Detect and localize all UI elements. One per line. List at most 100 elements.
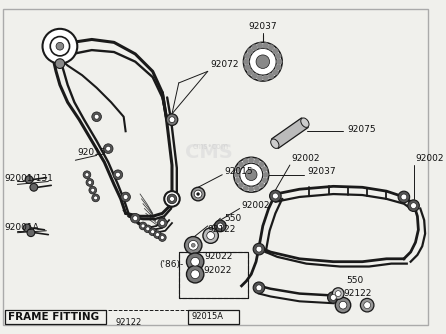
Circle shape bbox=[42, 29, 77, 63]
Circle shape bbox=[160, 221, 165, 225]
Text: 92015A: 92015A bbox=[191, 312, 223, 321]
Text: 92022: 92022 bbox=[203, 266, 231, 275]
Circle shape bbox=[244, 64, 250, 70]
Text: 92122: 92122 bbox=[343, 289, 372, 298]
Text: 92002: 92002 bbox=[292, 154, 320, 163]
Circle shape bbox=[169, 117, 175, 123]
Circle shape bbox=[398, 191, 410, 203]
Text: 92001A: 92001A bbox=[5, 223, 40, 232]
Circle shape bbox=[254, 185, 260, 191]
Circle shape bbox=[268, 73, 274, 79]
Circle shape bbox=[263, 75, 268, 81]
Circle shape bbox=[94, 196, 98, 200]
Circle shape bbox=[411, 203, 417, 208]
Circle shape bbox=[133, 216, 138, 221]
Circle shape bbox=[330, 295, 336, 300]
Circle shape bbox=[240, 163, 263, 186]
Circle shape bbox=[248, 48, 253, 54]
Circle shape bbox=[217, 223, 223, 229]
Circle shape bbox=[253, 243, 265, 255]
Circle shape bbox=[256, 246, 262, 252]
Circle shape bbox=[30, 183, 37, 191]
Text: 92122: 92122 bbox=[116, 318, 142, 327]
Text: 92015: 92015 bbox=[224, 167, 253, 176]
Text: 92002: 92002 bbox=[416, 154, 444, 163]
Circle shape bbox=[257, 75, 263, 81]
Text: 92122: 92122 bbox=[208, 225, 236, 234]
Circle shape bbox=[335, 298, 351, 313]
Circle shape bbox=[92, 112, 101, 122]
Circle shape bbox=[327, 292, 339, 303]
Circle shape bbox=[408, 200, 419, 211]
Circle shape bbox=[238, 182, 244, 188]
Circle shape bbox=[207, 232, 215, 239]
Ellipse shape bbox=[271, 139, 279, 148]
Circle shape bbox=[156, 233, 159, 236]
Text: 92037: 92037 bbox=[248, 22, 277, 31]
Circle shape bbox=[146, 227, 150, 231]
Circle shape bbox=[256, 55, 269, 68]
Circle shape bbox=[161, 235, 164, 239]
Text: CMS: CMS bbox=[185, 143, 233, 162]
Circle shape bbox=[335, 291, 341, 297]
Circle shape bbox=[169, 196, 174, 201]
Text: 550: 550 bbox=[224, 214, 241, 223]
Circle shape bbox=[238, 162, 244, 167]
Circle shape bbox=[121, 192, 130, 202]
Circle shape bbox=[116, 172, 120, 177]
Circle shape bbox=[94, 114, 99, 119]
Circle shape bbox=[151, 230, 155, 234]
Circle shape bbox=[83, 171, 91, 179]
Text: 92001/131: 92001/131 bbox=[5, 173, 54, 182]
Circle shape bbox=[273, 193, 278, 199]
Circle shape bbox=[167, 194, 177, 204]
Polygon shape bbox=[272, 118, 308, 148]
Circle shape bbox=[339, 301, 347, 309]
Circle shape bbox=[25, 176, 33, 183]
Circle shape bbox=[91, 188, 95, 192]
Circle shape bbox=[191, 270, 199, 279]
Circle shape bbox=[168, 195, 176, 203]
Circle shape bbox=[243, 185, 248, 191]
Circle shape bbox=[106, 146, 111, 151]
Circle shape bbox=[215, 220, 226, 232]
Circle shape bbox=[203, 228, 219, 243]
Circle shape bbox=[263, 43, 268, 48]
Circle shape bbox=[235, 166, 240, 172]
Text: cms•com: cms•com bbox=[193, 142, 229, 151]
Circle shape bbox=[263, 172, 268, 177]
Circle shape bbox=[257, 43, 263, 48]
Circle shape bbox=[244, 53, 250, 59]
Circle shape bbox=[268, 44, 274, 50]
Circle shape bbox=[56, 42, 64, 50]
Circle shape bbox=[113, 170, 123, 180]
Circle shape bbox=[158, 234, 166, 241]
Text: 92075: 92075 bbox=[348, 125, 376, 134]
Text: 92002: 92002 bbox=[242, 201, 270, 210]
Text: ('86)-: ('86)- bbox=[159, 260, 184, 269]
Circle shape bbox=[252, 73, 257, 79]
Bar bbox=[179, 252, 248, 298]
Bar bbox=[179, 252, 248, 298]
Circle shape bbox=[166, 114, 178, 126]
Circle shape bbox=[130, 213, 140, 223]
Circle shape bbox=[123, 194, 128, 199]
Text: FRAME FITTING: FRAME FITTING bbox=[8, 312, 99, 322]
Circle shape bbox=[186, 253, 204, 271]
Text: 92037: 92037 bbox=[307, 167, 336, 176]
Circle shape bbox=[259, 182, 264, 188]
Circle shape bbox=[191, 243, 195, 247]
Text: 92072: 92072 bbox=[211, 60, 239, 69]
Circle shape bbox=[191, 257, 199, 266]
Circle shape bbox=[275, 64, 281, 70]
Circle shape bbox=[259, 162, 264, 167]
Circle shape bbox=[194, 190, 202, 198]
Circle shape bbox=[88, 181, 92, 184]
Text: 92022: 92022 bbox=[205, 253, 233, 262]
Circle shape bbox=[275, 53, 281, 59]
Circle shape bbox=[186, 266, 204, 283]
Circle shape bbox=[248, 186, 254, 192]
Circle shape bbox=[144, 225, 152, 233]
Circle shape bbox=[234, 157, 268, 192]
Circle shape bbox=[277, 59, 282, 64]
